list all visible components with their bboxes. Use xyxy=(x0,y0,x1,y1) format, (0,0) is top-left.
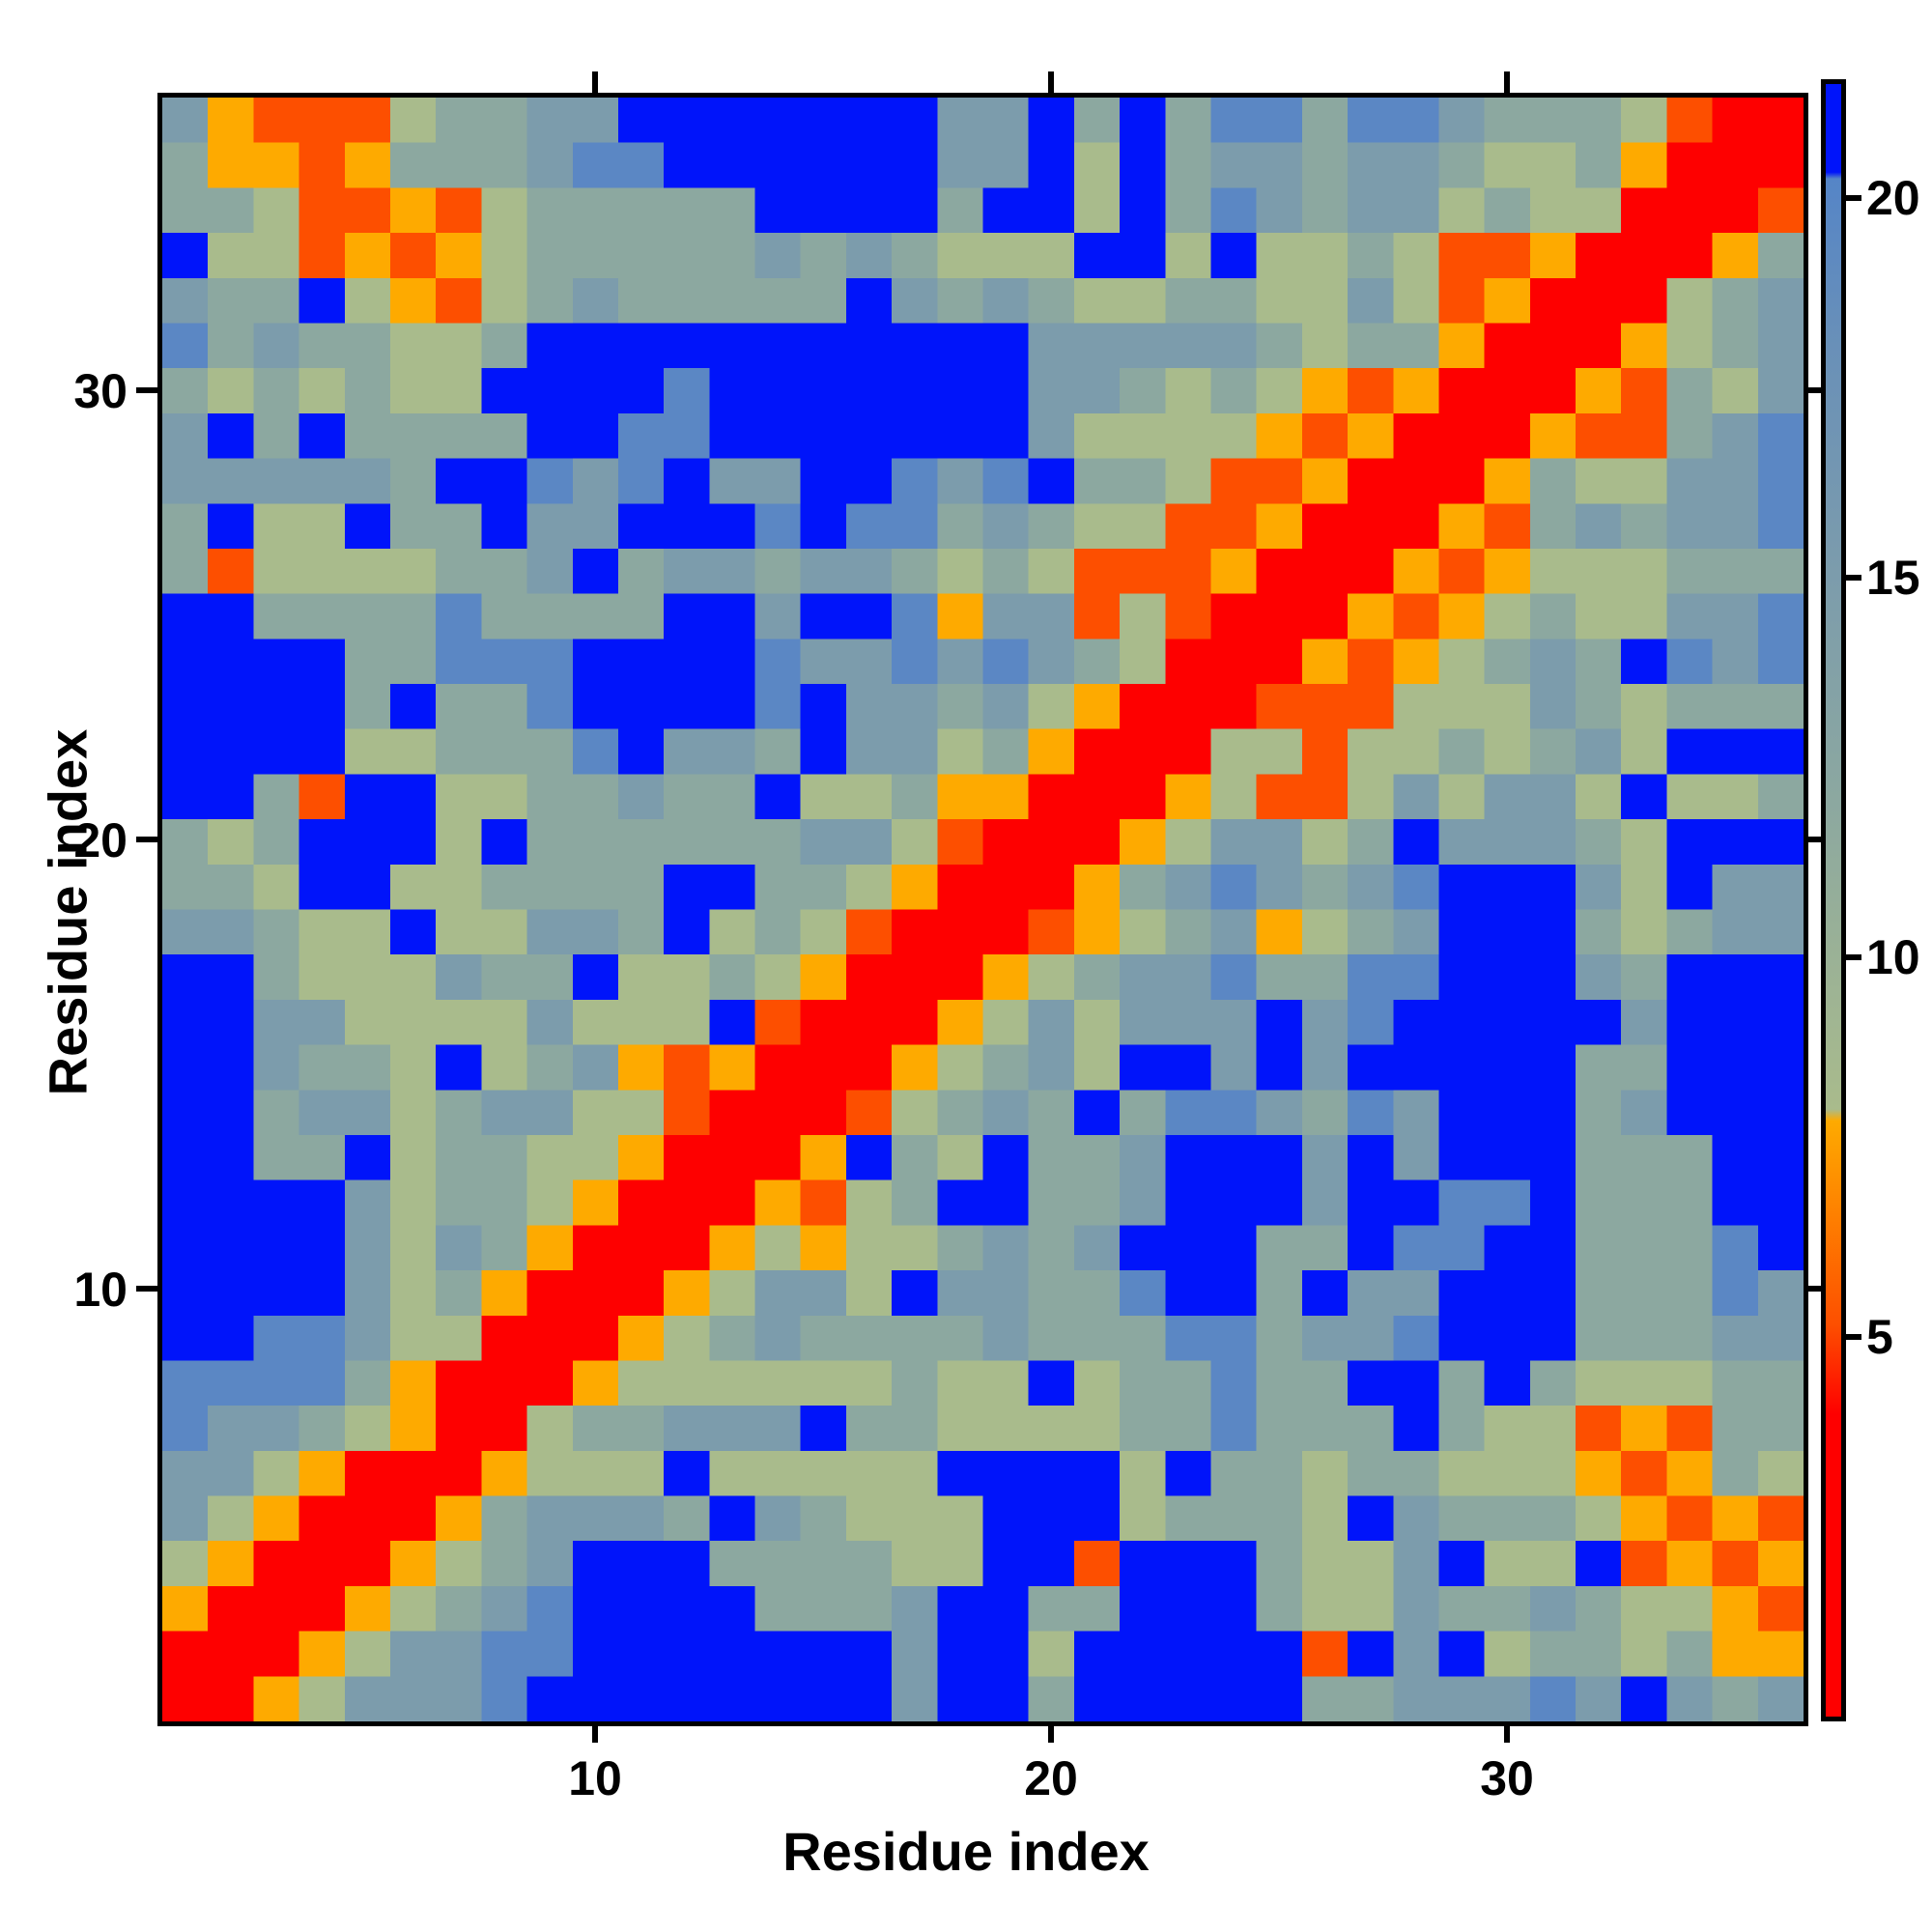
y-axis-right-tick-10 xyxy=(1808,1286,1830,1292)
y-tick-label-10: 10 xyxy=(73,1263,128,1317)
x-tick-label-30: 30 xyxy=(1480,1751,1534,1805)
colorbar-label-10: 10 xyxy=(1866,930,1920,984)
heatmap-plot-area xyxy=(157,93,1808,1726)
colorbar-label-15: 15 xyxy=(1866,551,1920,605)
colorbar-gradient xyxy=(1826,84,1841,1717)
x-axis-top-tick-10 xyxy=(592,71,598,93)
colorbar-tick-15 xyxy=(1846,575,1861,581)
x-tick-label-10: 10 xyxy=(568,1751,622,1805)
y-axis-tick-20 xyxy=(136,837,157,842)
y-tick-label-30: 30 xyxy=(73,364,128,418)
colorbar xyxy=(1821,79,1846,1721)
x-axis-title: Residue index xyxy=(782,1821,1150,1882)
x-axis-top-tick-30 xyxy=(1504,71,1510,93)
x-tick-label-20: 20 xyxy=(1024,1751,1078,1805)
y-tick-label-20: 20 xyxy=(73,813,128,867)
colorbar-tick-10 xyxy=(1846,954,1861,960)
y-axis-right-tick-30 xyxy=(1808,387,1830,393)
x-axis-tick-30 xyxy=(1504,1721,1510,1743)
x-axis-tick-20 xyxy=(1048,1721,1054,1743)
y-axis-right-tick-20 xyxy=(1808,837,1830,842)
heatmap-matrix xyxy=(162,98,1804,1721)
x-axis-tick-10 xyxy=(592,1721,598,1743)
colorbar-label-5: 5 xyxy=(1866,1310,1893,1364)
colorbar-label-20: 20 xyxy=(1866,171,1920,225)
colorbar-tick-5 xyxy=(1846,1334,1861,1340)
y-axis-title: Residue index xyxy=(37,728,99,1096)
x-axis-top-tick-20 xyxy=(1048,71,1054,93)
y-axis-tick-30 xyxy=(136,387,157,393)
colorbar-tick-20 xyxy=(1846,195,1861,201)
y-axis-tick-10 xyxy=(136,1286,157,1292)
